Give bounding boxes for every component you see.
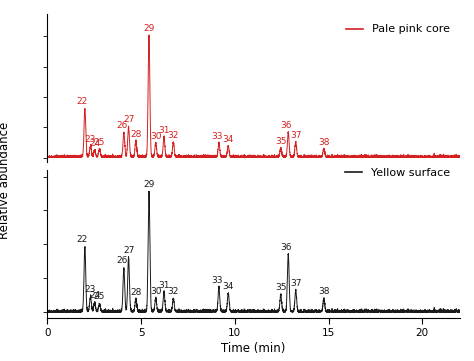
Text: 26: 26	[116, 256, 128, 265]
Text: 28: 28	[130, 130, 142, 139]
Text: 35: 35	[275, 283, 286, 292]
Text: 26: 26	[116, 121, 128, 130]
Legend: Pale pink core: Pale pink core	[342, 20, 454, 39]
Text: 34: 34	[223, 135, 234, 144]
Text: 34: 34	[223, 282, 234, 291]
Text: 30: 30	[150, 287, 162, 296]
Text: 23: 23	[85, 135, 96, 144]
Text: 33: 33	[211, 132, 223, 141]
Text: 37: 37	[290, 279, 301, 288]
Text: 22: 22	[76, 235, 88, 244]
Text: 22: 22	[76, 97, 88, 106]
Text: 23: 23	[85, 285, 96, 294]
Text: 36: 36	[281, 121, 292, 130]
Text: 29: 29	[143, 180, 155, 190]
Text: 27: 27	[123, 245, 134, 255]
Text: 37: 37	[290, 131, 301, 140]
Text: 24: 24	[89, 291, 100, 300]
Text: 30: 30	[150, 132, 162, 141]
Text: Relative abundance: Relative abundance	[0, 122, 11, 239]
X-axis label: Time (min): Time (min)	[221, 342, 286, 355]
Text: 38: 38	[318, 138, 329, 147]
Text: 32: 32	[168, 287, 179, 296]
Text: 31: 31	[158, 126, 170, 135]
Text: 29: 29	[143, 24, 155, 33]
Text: 25: 25	[94, 292, 105, 301]
Text: 27: 27	[123, 115, 134, 124]
Text: 33: 33	[211, 276, 223, 285]
Text: 28: 28	[130, 288, 142, 297]
Text: 25: 25	[94, 138, 105, 147]
Text: 31: 31	[158, 281, 170, 290]
Legend: Yellow surface: Yellow surface	[341, 164, 454, 182]
Text: 35: 35	[275, 137, 286, 146]
Text: 24: 24	[89, 139, 100, 148]
Text: 38: 38	[318, 287, 329, 296]
Text: 32: 32	[168, 131, 179, 140]
Text: 36: 36	[281, 243, 292, 252]
